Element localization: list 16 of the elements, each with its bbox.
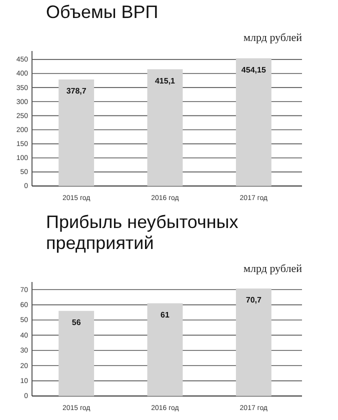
bar: [236, 288, 272, 396]
bar: [147, 69, 183, 186]
data-label: 61: [160, 310, 170, 320]
chart-title: Прибыль неубыточных предприятий: [46, 212, 238, 253]
bar: [236, 58, 272, 186]
bar: [58, 79, 94, 186]
data-label: 378,7: [66, 86, 87, 96]
data-label: 454,15: [241, 65, 266, 74]
chart-title: Объемы ВРП: [46, 2, 158, 22]
data-label: 415,1: [154, 76, 176, 86]
y-axis-title: млрд рублей: [244, 263, 302, 275]
data-label: 70,7: [246, 296, 262, 305]
bar: [147, 303, 183, 396]
bar: [58, 310, 94, 396]
y-axis-title: млрд рублей: [244, 32, 302, 44]
data-label: 56: [72, 318, 82, 327]
